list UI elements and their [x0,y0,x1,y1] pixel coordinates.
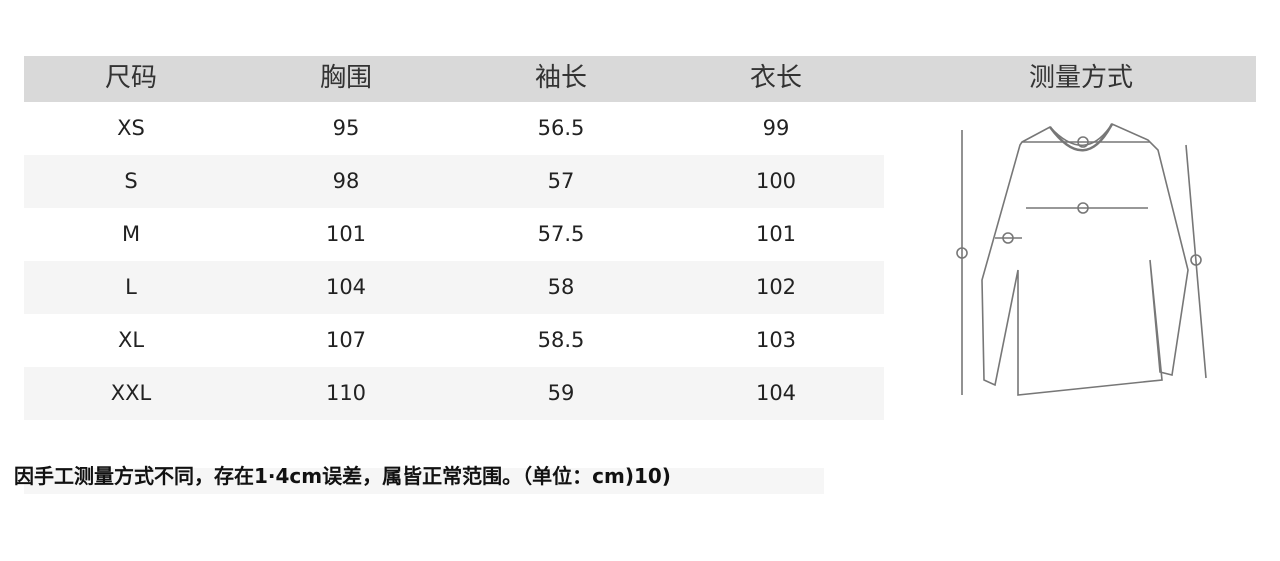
header-length: 衣长 [749,63,803,93]
header-size: 尺码 [104,63,158,93]
header-sleeve: 袖长 [534,63,588,93]
table-cell: XXL [110,381,152,405]
table-cell: 58.5 [537,328,585,352]
table-cell: 101 [755,222,797,246]
table-row: XXL 110 59 104 [24,367,884,420]
table-cell: 98 [332,169,360,193]
table-row: XS 95 56.5 99 [24,102,884,155]
measurement-note: 因手工测量方式不同，存在1·4cm误差，属皆正常范围。（单位：cm)10) [14,464,671,488]
table-cell: 57.5 [537,222,585,246]
table-cell: 107 [325,328,367,352]
table-cell: 95 [332,116,360,140]
table-cell: 58 [547,275,575,299]
table-cell: S [124,169,138,193]
table-cell: 99 [762,116,790,140]
table-cell: L [125,275,137,299]
table-cell: M [121,222,141,246]
table-row: M 101 57.5 101 [24,208,884,261]
table-cell: 56.5 [537,116,585,140]
table-cell: XL [117,328,145,352]
header-measure-method: 测量方式 [1028,63,1134,93]
table-row: L 104 58 102 [24,261,884,314]
table-cell: 57 [547,169,575,193]
table-cell: 104 [325,275,367,299]
table-cell: 100 [755,169,797,193]
table-cell: XS [117,116,145,140]
table-cell: 104 [755,381,797,405]
note-background [24,468,824,494]
table-cell: 102 [755,275,797,299]
table-row: S 98 57 100 [24,155,884,208]
table-cell: 103 [755,328,797,352]
header-chest: 胸围 [319,63,373,93]
shirt-measurement-diagram [956,122,1207,396]
table-row: XL 107 58.5 103 [24,314,884,367]
table-cell: 110 [325,381,367,405]
table-cell: 101 [325,222,367,246]
table-cell: 59 [547,381,575,405]
table-header: 尺码 胸围 袖长 衣长 测量方式 [24,56,1256,102]
